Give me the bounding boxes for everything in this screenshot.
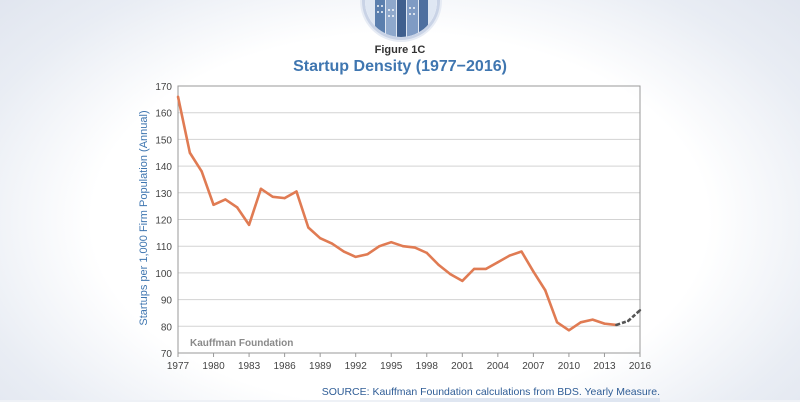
data-point	[461, 279, 464, 283]
source-note-continued	[420, 398, 660, 402]
data-point	[366, 253, 369, 256]
y-tick-label: 130	[155, 189, 172, 200]
data-point	[401, 245, 405, 248]
x-tick-label: 2004	[487, 361, 510, 372]
data-point	[532, 270, 535, 273]
data-point	[579, 321, 582, 324]
x-tick-label: 2016	[629, 361, 652, 372]
x-tick-label: 1983	[238, 361, 261, 372]
data-point	[283, 196, 286, 200]
data-point	[626, 319, 630, 323]
kauffman-watermark: Kauffman Foundation	[190, 338, 293, 349]
series-line-recent	[615, 309, 641, 327]
tick-labels: 70 80 90 100 110 120 130 140 150 160 170 1977 1980 19…	[155, 82, 651, 372]
data-point	[307, 226, 310, 229]
y-tick-label: 100	[155, 269, 172, 280]
data-point	[342, 250, 346, 253]
data-point	[591, 318, 594, 321]
x-tick-label: 1980	[202, 361, 225, 372]
source-note: SOURCE: Kauffman Foundation calculations…	[321, 386, 660, 398]
y-axis-label: Startups per 1,000 Firm Population (Annu…	[138, 110, 150, 325]
data-point	[615, 323, 618, 327]
y-tick-label: 110	[156, 242, 172, 253]
data-point	[484, 267, 488, 271]
data-point	[555, 321, 559, 324]
data-point	[224, 198, 227, 201]
data-point	[520, 250, 523, 253]
data-point	[176, 95, 180, 98]
data-point	[354, 255, 357, 259]
chart-title: Startup Density (1977−2016)	[293, 58, 507, 75]
data-point	[472, 267, 476, 271]
series-lines	[176, 96, 641, 332]
data-point	[212, 203, 215, 207]
grid-lines	[178, 85, 640, 354]
axes	[177, 85, 641, 357]
data-point	[271, 195, 274, 199]
y-tick-label: 90	[161, 296, 173, 307]
figure-label: Figure 1C	[374, 44, 426, 56]
y-tick-label: 140	[155, 162, 172, 173]
data-point	[496, 261, 500, 264]
x-tick-label: 1992	[345, 361, 368, 372]
data-point	[544, 289, 547, 292]
series-line	[176, 96, 617, 332]
data-point	[330, 242, 334, 245]
data-point	[188, 151, 192, 154]
data-point	[603, 322, 606, 325]
y-tick-label: 70	[161, 349, 173, 360]
y-tick-label: 160	[155, 109, 172, 120]
x-tick-label: 1989	[309, 361, 332, 372]
y-tick-label: 120	[155, 216, 172, 227]
data-point	[638, 309, 642, 312]
data-point	[508, 254, 511, 257]
data-point	[318, 236, 322, 240]
x-tick-label: 2007	[522, 361, 545, 372]
data-point	[236, 206, 239, 209]
city-buildings-logo	[362, 0, 440, 40]
data-point	[259, 187, 263, 190]
x-tick-label: 1977	[167, 361, 190, 372]
y-tick-label: 170	[155, 82, 172, 93]
data-point	[390, 240, 393, 244]
y-tick-label: 80	[161, 322, 173, 333]
data-point	[437, 263, 440, 267]
data-point	[295, 190, 298, 193]
x-tick-label: 1986	[273, 361, 296, 372]
data-point	[413, 246, 417, 249]
data-point	[567, 329, 571, 332]
x-tick-label: 1998	[416, 361, 439, 372]
data-point	[200, 170, 203, 173]
y-tick-label: 150	[155, 135, 172, 146]
data-point	[378, 245, 381, 248]
x-tick-label: 2010	[558, 361, 581, 372]
plot-frame	[177, 85, 641, 354]
data-point	[247, 223, 251, 227]
x-tick-label: 2013	[593, 361, 616, 372]
data-points	[176, 95, 642, 332]
x-tick-label: 2001	[451, 361, 474, 372]
data-point	[449, 273, 452, 276]
data-point	[425, 251, 428, 255]
x-tick-label: 1995	[380, 361, 403, 372]
